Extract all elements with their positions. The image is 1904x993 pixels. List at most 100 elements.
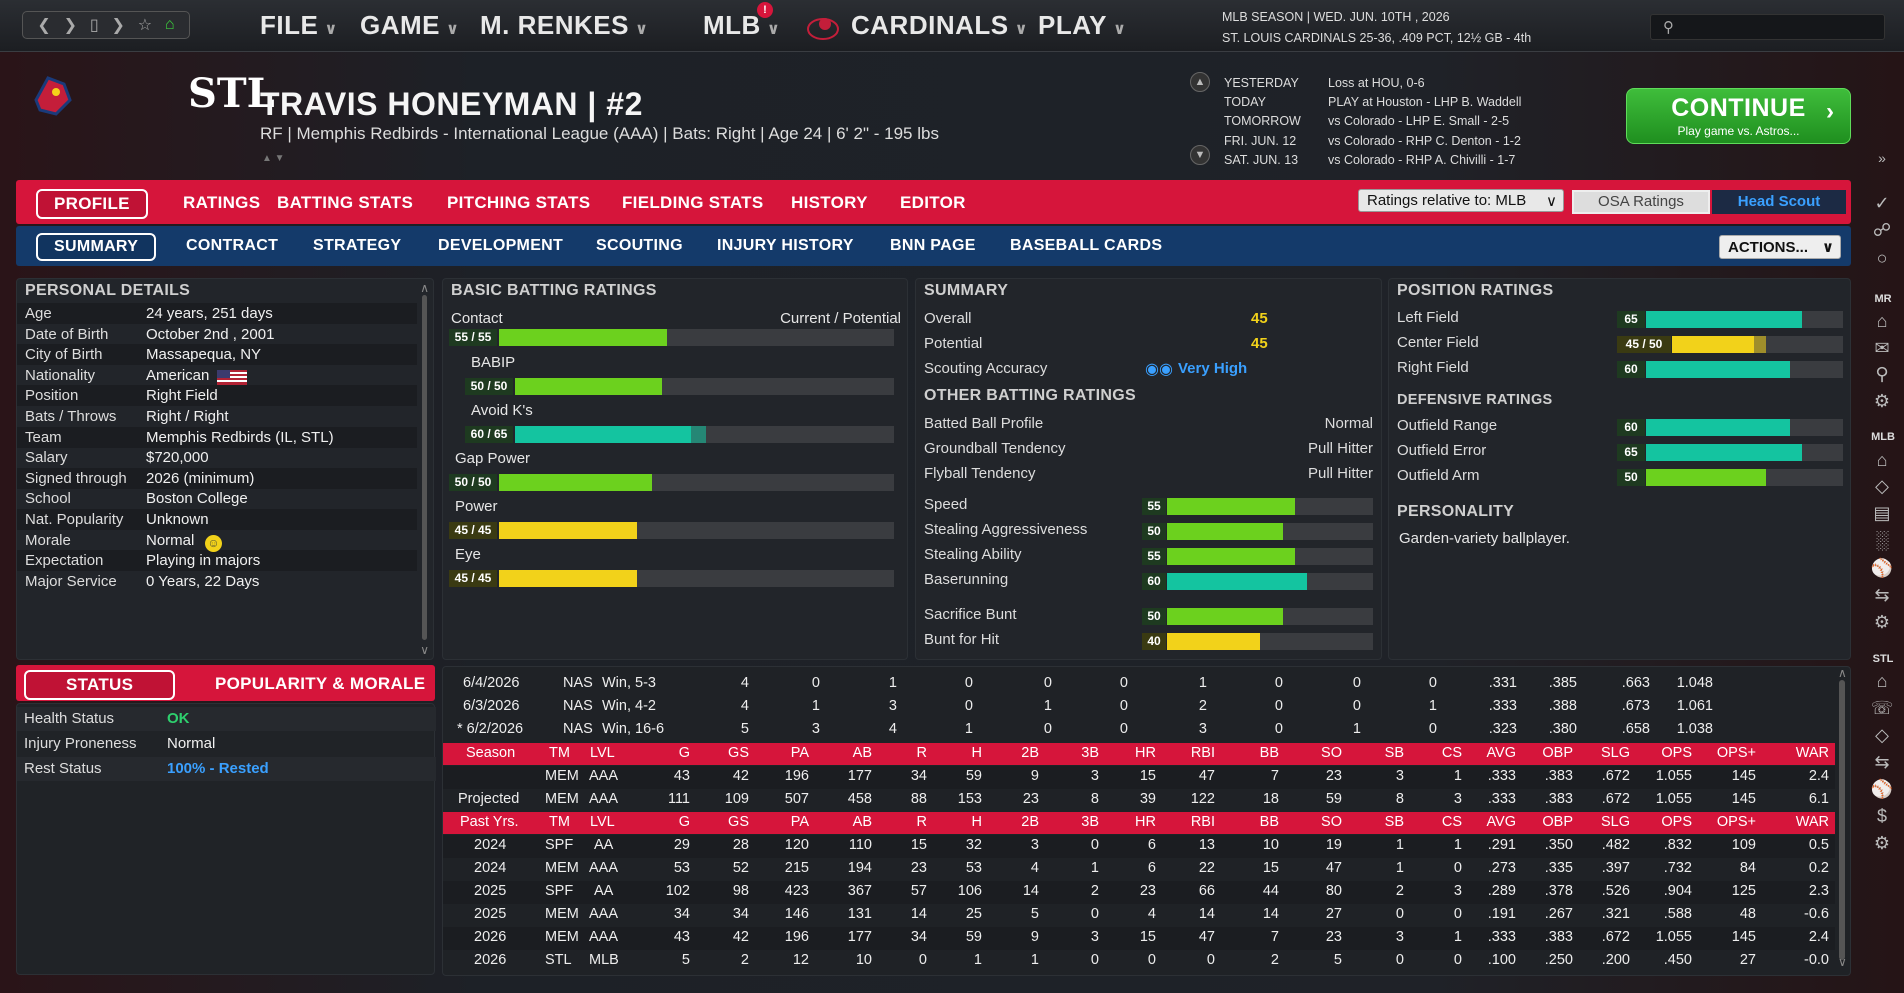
home-icon[interactable]: ⌂ [1876, 311, 1888, 331]
column-header[interactable]: R [916, 814, 927, 830]
actions-button[interactable]: ACTIONS... ∨ [1719, 235, 1841, 259]
forward-icon[interactable]: ❯ [63, 17, 78, 34]
column-header[interactable]: HR [1135, 745, 1156, 761]
tab-baseball-cards[interactable]: BASEBALL CARDS [1010, 237, 1163, 254]
schedule-value[interactable]: vs Colorado - RHP A. Chivilli - 1-7 [1328, 152, 1516, 167]
schedule-up-icon[interactable]: ▲ [1190, 72, 1210, 92]
player-nav-arrows[interactable]: ▲ ▼ [262, 153, 285, 164]
gear-icon[interactable]: ⚙ [1873, 391, 1891, 411]
scrollbar[interactable] [422, 295, 427, 640]
tab-pitching-stats[interactable]: PITCHING STATS [447, 193, 591, 212]
column-header[interactable]: SO [1321, 814, 1342, 830]
diamond-icon[interactable]: ◇ [1875, 476, 1889, 496]
schedule-value[interactable]: Loss at HOU, 0-6 [1328, 76, 1425, 90]
column-header[interactable]: OPS [1661, 814, 1692, 830]
ratings-relative-select[interactable]: Ratings relative to: MLB ∨ [1358, 189, 1564, 212]
column-header[interactable]: H [971, 745, 982, 761]
column-header[interactable]: R [916, 745, 927, 761]
tab-profile[interactable]: PROFILE [36, 189, 148, 219]
baseball-icon[interactable]: ⚾ [1870, 779, 1894, 799]
chevron-down-icon[interactable]: ∨ [1838, 955, 1847, 969]
tab-strategy[interactable]: STRATEGY [313, 237, 402, 254]
column-header[interactable]: AB [852, 745, 872, 761]
chevron-down-icon[interactable]: ∨ [420, 643, 429, 657]
mail-icon[interactable]: ✉ [1874, 338, 1890, 358]
column-header[interactable]: SO [1321, 745, 1342, 761]
globe-icon[interactable]: ☍ [1872, 220, 1892, 240]
chevron-up-icon[interactable]: ∧ [1838, 666, 1847, 680]
tab-popularity-morale[interactable]: POPULARITY & MORALE [215, 674, 426, 693]
column-header[interactable]: OPS [1661, 745, 1692, 761]
tab-contract[interactable]: CONTRACT [186, 237, 279, 254]
window-icon[interactable]: ▯ [89, 17, 99, 34]
home-icon[interactable]: ⌂ [1876, 450, 1888, 470]
tab-batting-stats[interactable]: BATTING STATS [277, 193, 414, 212]
column-header[interactable]: PA [790, 745, 809, 761]
column-header[interactable]: PA [790, 814, 809, 830]
column-header[interactable]: 3B [1081, 814, 1099, 830]
tab-history[interactable]: HISTORY [791, 193, 868, 212]
tab-scouting[interactable]: SCOUTING [596, 237, 683, 254]
column-header[interactable]: G [678, 814, 690, 830]
home-icon[interactable]: ⌂ [164, 16, 175, 33]
column-header[interactable]: HR [1135, 814, 1156, 830]
menu-cardinals[interactable]: CARDINALS ∨ [851, 10, 1029, 40]
column-header[interactable]: WAR [1795, 745, 1829, 761]
lightbulb-icon[interactable]: ○ [1876, 248, 1888, 268]
column-header[interactable]: GS [728, 814, 749, 830]
tab-development[interactable]: DEVELOPMENT [438, 237, 564, 254]
column-header[interactable]: BB [1259, 745, 1279, 761]
head-scout-button[interactable]: Head Scout [1712, 190, 1846, 214]
tab-bnn-page[interactable]: BNN PAGE [890, 237, 976, 254]
menu-play[interactable]: PLAY ∨ [1038, 10, 1127, 40]
menu-file[interactable]: FILE ∨ [260, 10, 338, 40]
search-input[interactable]: ⚲ [1650, 14, 1885, 40]
trade-icon[interactable]: ⇆ [1874, 585, 1890, 605]
home-icon[interactable]: ⌂ [1876, 671, 1888, 691]
column-header[interactable]: AVG [1486, 745, 1516, 761]
menu-game[interactable]: GAME ∨ [360, 10, 460, 40]
column-header[interactable]: OPS+ [1716, 745, 1756, 761]
column-header[interactable]: SLG [1600, 745, 1630, 761]
column-header[interactable]: OBP [1542, 814, 1573, 830]
gear-icon[interactable]: ⚙ [1873, 612, 1891, 632]
chevron-up-icon[interactable]: ∧ [420, 281, 429, 295]
tab-fielding-stats[interactable]: FIELDING STATS [622, 193, 764, 212]
schedule-down-icon[interactable]: ▼ [1190, 145, 1210, 165]
column-header[interactable]: OBP [1542, 745, 1573, 761]
column-header[interactable]: SB [1384, 745, 1404, 761]
column-header[interactable]: OPS+ [1716, 814, 1756, 830]
continue-button[interactable]: CONTINUE Play game vs. Astros... › [1626, 88, 1851, 144]
osa-ratings-button[interactable]: OSA Ratings [1572, 190, 1710, 214]
collapse-icon[interactable]: » [1878, 150, 1886, 166]
column-header[interactable]: 2B [1021, 814, 1039, 830]
column-header[interactable]: RBI [1190, 814, 1215, 830]
column-header[interactable]: BB [1259, 814, 1279, 830]
roster-icon[interactable]: ☏ [1870, 698, 1894, 718]
tab-ratings[interactable]: RATINGS [183, 193, 261, 212]
diamond-icon[interactable]: ◇ [1875, 725, 1889, 745]
column-header[interactable]: CS [1441, 745, 1462, 761]
column-header[interactable]: SB [1384, 814, 1404, 830]
tab-injury-history[interactable]: INJURY HISTORY [717, 237, 854, 254]
column-header[interactable]: GS [728, 745, 749, 761]
schedule-value[interactable]: PLAY at Houston - LHP B. Waddell [1328, 95, 1522, 110]
tab-editor[interactable]: EDITOR [900, 193, 966, 212]
chart-icon[interactable]: ░ [1875, 530, 1889, 550]
column-header[interactable]: 2B [1021, 745, 1039, 761]
trade-icon[interactable]: ⇆ [1874, 752, 1890, 772]
gear-icon[interactable]: ⚙ [1873, 833, 1891, 853]
news-icon[interactable]: ▤ [1873, 503, 1891, 523]
column-header[interactable]: AVG [1486, 814, 1516, 830]
check-icon[interactable]: ✓ [1874, 193, 1890, 213]
search-icon[interactable]: ⚲ [1875, 364, 1889, 384]
column-header[interactable]: G [678, 745, 690, 761]
stats-scrollbar[interactable] [1839, 680, 1845, 960]
menu-manager[interactable]: M. RENKES ∨ [480, 10, 649, 40]
schedule-value[interactable]: vs Colorado - RHP C. Denton - 1-2 [1328, 133, 1521, 148]
forward-icon[interactable]: ❯ [111, 17, 125, 34]
tab-status[interactable]: STATUS [24, 670, 176, 700]
tab-summary[interactable]: SUMMARY [36, 233, 157, 261]
column-header[interactable]: RBI [1190, 745, 1215, 761]
column-header[interactable]: CS [1441, 814, 1462, 830]
